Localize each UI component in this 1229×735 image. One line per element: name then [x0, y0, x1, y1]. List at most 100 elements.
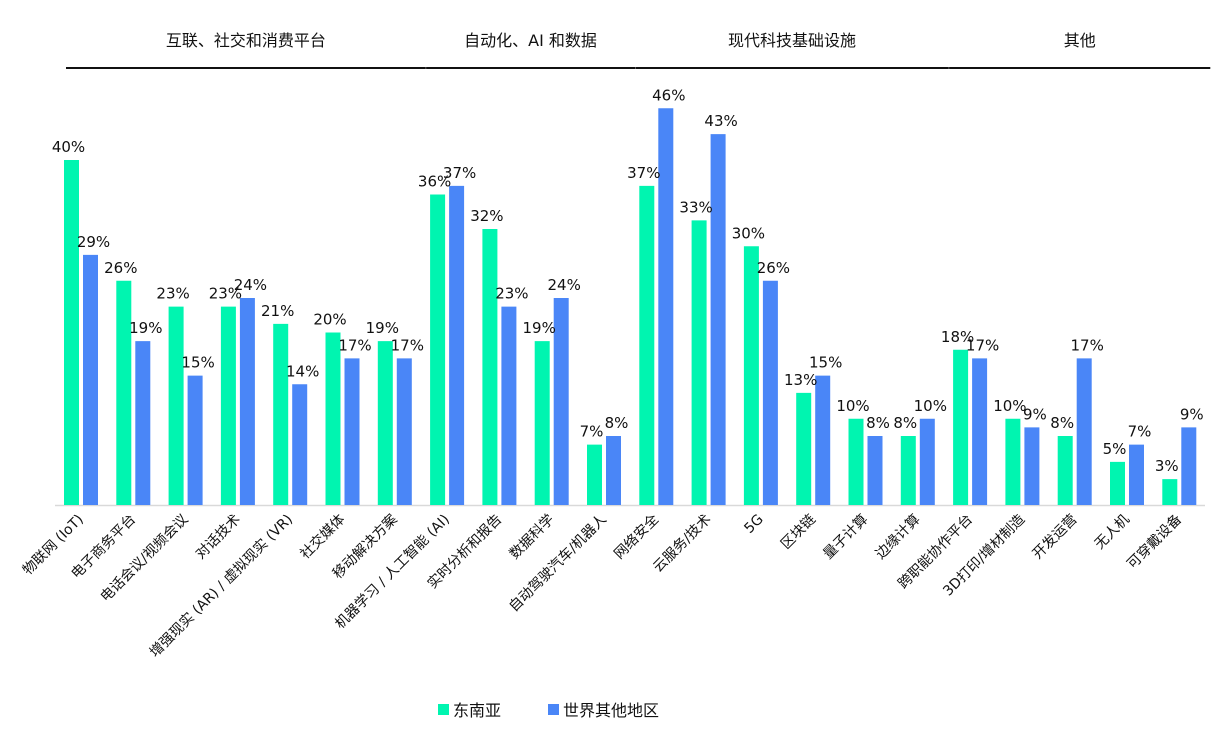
data-label: 15%	[809, 354, 842, 372]
bar-sea-14	[796, 392, 812, 505]
bar-rest-19	[1076, 358, 1092, 505]
bar-rest-4	[292, 384, 308, 505]
bar-rest-9	[553, 298, 569, 505]
bar-rest-15	[867, 436, 883, 505]
bar-sea-11	[639, 185, 655, 505]
bar-sea-13	[743, 246, 759, 505]
data-label: 17%	[966, 336, 999, 354]
legend-swatch	[548, 704, 559, 715]
x-tick-label: 可穿戴设备	[1124, 511, 1186, 573]
group-header: 互联、社交和消费平台	[166, 31, 326, 50]
data-label: 9%	[1180, 405, 1204, 423]
bar-sea-2	[168, 306, 184, 505]
bar-rest-10	[606, 436, 621, 505]
data-label: 24%	[234, 276, 267, 294]
bar-sea-10	[587, 444, 602, 505]
bar-sea-7	[430, 194, 446, 505]
bar-rest-21	[1181, 427, 1197, 505]
bar-rest-8	[501, 306, 517, 505]
data-label: 40%	[52, 138, 85, 156]
x-tick-label: 电话会议/视频会议	[98, 512, 192, 606]
data-label: 46%	[652, 86, 685, 104]
bar-rest-14	[815, 375, 831, 505]
x-tick-label: 5G	[741, 512, 766, 537]
bar-sea-21	[1162, 479, 1178, 505]
bar-sea-6	[377, 341, 393, 505]
data-label: 9%	[1023, 405, 1047, 423]
data-label: 20%	[313, 311, 346, 329]
bar-sea-18	[1005, 418, 1021, 505]
data-label: 26%	[757, 259, 790, 277]
data-label: 13%	[784, 371, 817, 389]
x-tick-label: 区块链	[778, 512, 819, 553]
bar-sea-17	[953, 349, 969, 505]
bar-sea-4	[273, 323, 289, 505]
data-label: 19%	[129, 319, 162, 337]
data-label: 3%	[1155, 457, 1179, 475]
bar-sea-19	[1057, 436, 1073, 505]
data-label: 43%	[704, 112, 737, 130]
bar-rest-17	[972, 358, 988, 505]
data-label: 17%	[338, 336, 371, 354]
data-label: 26%	[104, 259, 137, 277]
data-label: 8%	[893, 414, 917, 432]
data-label: 37%	[443, 164, 476, 182]
x-tick-label: 对话技术	[193, 512, 244, 563]
data-label: 17%	[391, 336, 424, 354]
bar-sea-0	[64, 160, 79, 505]
data-label: 21%	[261, 302, 294, 320]
data-label: 36%	[418, 173, 451, 191]
legend-label: 世界其他地区	[563, 701, 659, 720]
data-label: 17%	[1071, 336, 1104, 354]
bar-rest-0	[83, 254, 98, 505]
bar-sea-3	[220, 306, 236, 505]
data-label: 30%	[732, 224, 765, 242]
x-tick-label: 无人机	[1092, 512, 1133, 553]
data-label: 24%	[548, 276, 581, 294]
legend: 东南亚 世界其他地区	[438, 701, 659, 720]
bar-rest-11	[658, 108, 674, 505]
data-label: 15%	[181, 354, 214, 372]
group-header: 自动化、AI 和数据	[464, 31, 597, 50]
data-label: 32%	[470, 207, 503, 225]
legend-swatch	[438, 704, 449, 715]
data-label: 19%	[366, 319, 399, 337]
bar-rest-3	[239, 298, 255, 505]
data-label: 23%	[209, 285, 242, 303]
bar-rest-6	[396, 358, 412, 505]
x-tick-label: 社交媒体	[297, 511, 349, 563]
bar-sea-8	[482, 229, 498, 505]
group-header: 其他	[1064, 31, 1096, 50]
data-label: 8%	[866, 414, 890, 432]
data-label: 7%	[1128, 423, 1152, 441]
data-label: 37%	[627, 164, 660, 182]
bar-rest-20	[1129, 444, 1144, 505]
x-tick-label: 边缘计算	[873, 512, 924, 563]
bar-rest-5	[344, 358, 360, 505]
data-label: 18%	[941, 328, 974, 346]
x-tick-label: 量子计算	[820, 512, 871, 563]
bar-sea-15	[848, 418, 864, 505]
bar-rest-7	[449, 185, 465, 505]
group-header: 现代科技基础设施	[728, 31, 856, 50]
data-label: 10%	[914, 397, 947, 415]
x-tick-label: 网络安全	[611, 511, 663, 563]
data-label: 8%	[605, 414, 629, 432]
bar-sea-12	[691, 220, 707, 505]
data-label: 7%	[580, 423, 604, 441]
bar-sea-5	[325, 332, 341, 505]
data-label: 8%	[1050, 414, 1074, 432]
bar-rest-18	[1024, 427, 1040, 505]
data-label: 10%	[993, 397, 1026, 415]
bar-rest-12	[710, 134, 726, 505]
data-label: 33%	[679, 198, 712, 216]
legend-label: 东南亚	[453, 701, 501, 720]
data-label: 23%	[495, 285, 528, 303]
bar-rest-13	[762, 280, 778, 505]
data-label: 19%	[523, 319, 556, 337]
bar-rest-16	[919, 418, 935, 505]
bar-sea-16	[900, 436, 916, 505]
bar-sea-20	[1110, 461, 1125, 505]
data-label: 29%	[77, 233, 110, 251]
